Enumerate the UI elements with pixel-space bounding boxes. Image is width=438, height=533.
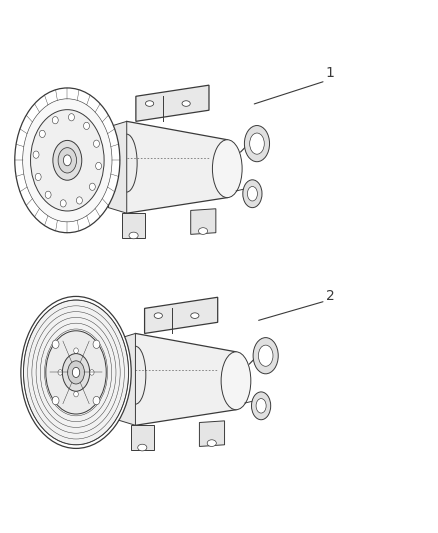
Ellipse shape <box>129 232 138 239</box>
Ellipse shape <box>250 133 264 154</box>
Polygon shape <box>117 334 135 425</box>
Ellipse shape <box>256 399 266 413</box>
Ellipse shape <box>212 140 242 198</box>
Ellipse shape <box>64 155 71 166</box>
Ellipse shape <box>89 183 95 190</box>
Ellipse shape <box>251 392 271 419</box>
Polygon shape <box>136 85 209 122</box>
Ellipse shape <box>191 313 199 318</box>
Ellipse shape <box>62 353 90 391</box>
Ellipse shape <box>93 140 99 147</box>
Ellipse shape <box>58 369 63 375</box>
Polygon shape <box>199 421 225 447</box>
Ellipse shape <box>39 130 45 138</box>
Ellipse shape <box>23 99 112 222</box>
Ellipse shape <box>35 173 41 181</box>
Polygon shape <box>131 425 154 450</box>
Polygon shape <box>122 213 145 238</box>
Text: 1: 1 <box>325 66 335 80</box>
Ellipse shape <box>52 117 58 124</box>
Ellipse shape <box>138 444 147 451</box>
Ellipse shape <box>93 340 100 349</box>
Ellipse shape <box>89 369 94 375</box>
Ellipse shape <box>60 200 66 207</box>
Polygon shape <box>145 297 218 334</box>
Ellipse shape <box>243 180 262 208</box>
Ellipse shape <box>221 352 251 410</box>
Ellipse shape <box>52 397 59 405</box>
Ellipse shape <box>58 148 77 173</box>
Ellipse shape <box>21 296 131 448</box>
Ellipse shape <box>45 191 51 198</box>
Polygon shape <box>191 209 216 235</box>
Polygon shape <box>109 122 127 213</box>
Ellipse shape <box>247 187 258 201</box>
Ellipse shape <box>258 345 273 366</box>
Ellipse shape <box>72 367 80 377</box>
Ellipse shape <box>93 397 100 405</box>
Ellipse shape <box>52 340 59 349</box>
Ellipse shape <box>76 197 82 204</box>
Ellipse shape <box>46 331 106 414</box>
Ellipse shape <box>15 88 120 233</box>
Ellipse shape <box>125 346 146 404</box>
Text: 2: 2 <box>325 289 334 303</box>
Ellipse shape <box>154 313 162 318</box>
Ellipse shape <box>74 348 78 353</box>
Ellipse shape <box>145 101 154 106</box>
Ellipse shape <box>33 151 39 158</box>
Ellipse shape <box>244 126 269 161</box>
Ellipse shape <box>95 163 102 169</box>
Ellipse shape <box>74 391 78 397</box>
Ellipse shape <box>84 122 89 130</box>
Ellipse shape <box>53 140 82 180</box>
Polygon shape <box>127 122 227 213</box>
Polygon shape <box>135 334 236 425</box>
Ellipse shape <box>207 440 216 447</box>
Ellipse shape <box>117 134 137 192</box>
Ellipse shape <box>198 228 208 235</box>
Ellipse shape <box>31 110 104 211</box>
Ellipse shape <box>24 300 129 445</box>
Ellipse shape <box>182 101 190 106</box>
Ellipse shape <box>253 337 278 374</box>
Ellipse shape <box>68 114 74 121</box>
Ellipse shape <box>67 361 85 384</box>
